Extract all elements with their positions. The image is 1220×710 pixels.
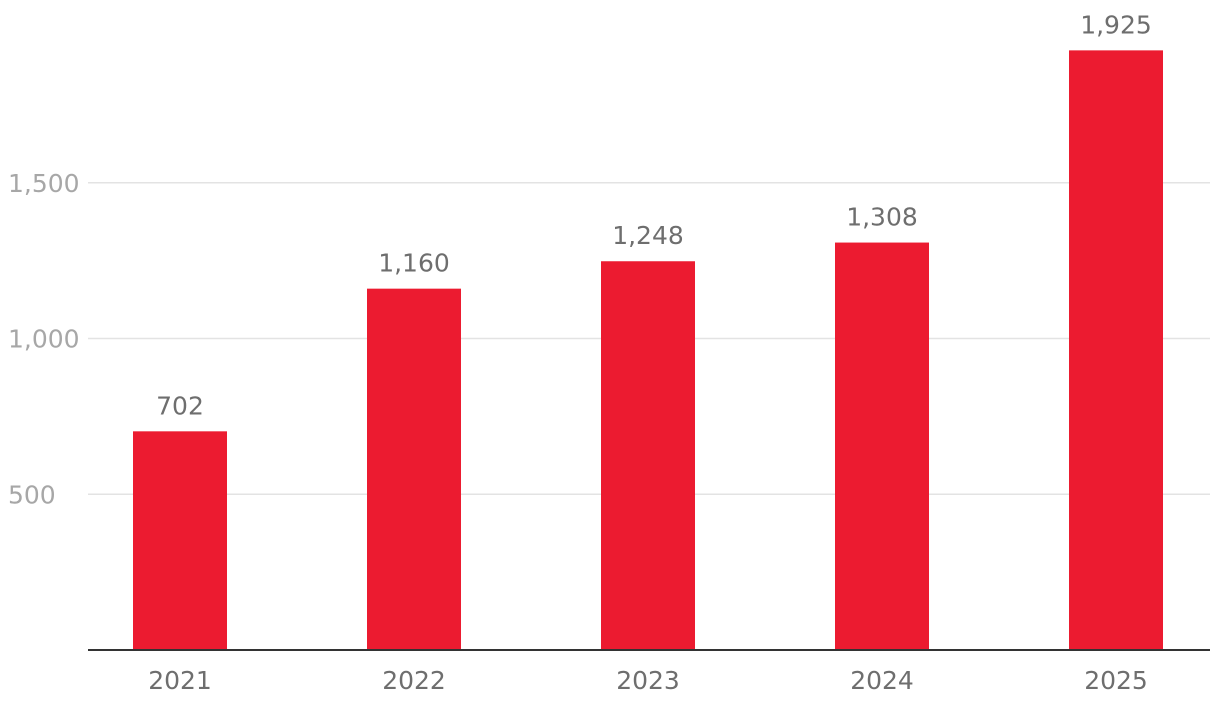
bar-value-label: 1,248 bbox=[612, 221, 684, 250]
y-tick-label: 1,000 bbox=[8, 325, 80, 354]
bar bbox=[1069, 50, 1163, 651]
x-tick-label: 2021 bbox=[148, 666, 212, 695]
bars bbox=[133, 50, 1163, 651]
x-tick-label: 2022 bbox=[382, 666, 446, 695]
bar bbox=[835, 242, 929, 651]
bar-value-label: 1,925 bbox=[1080, 10, 1152, 39]
bar-value-label: 702 bbox=[156, 391, 204, 420]
bar-value-label: 1,308 bbox=[846, 203, 918, 232]
x-tick-label: 2024 bbox=[850, 666, 914, 695]
x-tick-label: 2023 bbox=[616, 666, 680, 695]
y-tick-label: 500 bbox=[8, 480, 56, 509]
bar bbox=[601, 261, 695, 650]
bar-value-label: 1,160 bbox=[378, 249, 450, 278]
bar bbox=[367, 288, 461, 650]
y-tick-label: 1,500 bbox=[8, 169, 80, 198]
x-axis-ticks: 2021 2022 2023 2024 2025 bbox=[148, 666, 1148, 695]
bar bbox=[133, 431, 227, 650]
x-tick-label: 2025 bbox=[1084, 666, 1148, 695]
y-axis-ticks: 500 1,000 1,500 bbox=[8, 169, 80, 510]
bar-value-labels: 702 1,160 1,248 1,308 1,925 bbox=[156, 10, 1152, 420]
